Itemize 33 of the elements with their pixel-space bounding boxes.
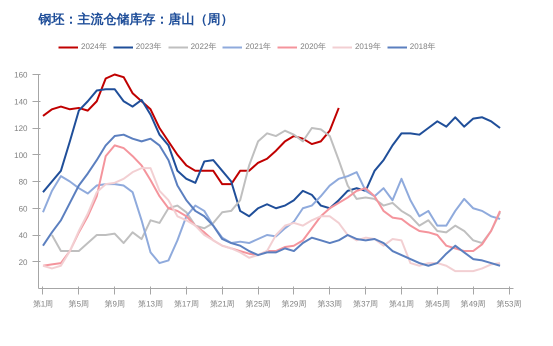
line-series <box>50 127 502 252</box>
x-tick-label: 第13周 <box>138 300 163 308</box>
x-tick-label: 第5周 <box>68 300 90 308</box>
x-tick-label: 第49周 <box>460 300 486 308</box>
y-tick-label: 80 <box>18 178 28 186</box>
legend-label: 2023年 <box>136 41 162 52</box>
legend-label: 2024年 <box>81 41 107 52</box>
x-tick-label: 第21周 <box>210 300 235 308</box>
y-tick-label: 40 <box>18 231 28 240</box>
legend-label: 2018年 <box>410 41 436 52</box>
x-tick-label: 第29周 <box>281 300 306 308</box>
line-series <box>42 74 340 186</box>
line-series <box>42 88 502 218</box>
legend-label: 2022年 <box>190 41 216 52</box>
y-tick-label: 100 <box>14 150 28 160</box>
y-tick-label: 160 <box>14 70 28 80</box>
x-tick-label: 第25周 <box>246 300 271 308</box>
x-tick-label: 第17周 <box>174 300 199 308</box>
x-tick-label: 第1周 <box>32 300 54 308</box>
x-tick-label: 第53周 <box>496 300 522 308</box>
x-tick-label: 第9周 <box>104 300 125 308</box>
x-tick-label: 第41周 <box>389 300 414 308</box>
x-tick-label: 第45周 <box>424 300 450 308</box>
chart-title: 钢坯：主流仓储库存：唐山（周） <box>38 12 234 28</box>
y-tick-label: 140 <box>14 97 28 106</box>
y-tick-label: 20 <box>18 258 28 267</box>
y-tick-label: 120 <box>14 124 28 133</box>
legend-label: 2019年 <box>354 41 381 52</box>
legend-label: 2020年 <box>300 41 326 52</box>
x-tick-label: 第37周 <box>353 300 378 308</box>
y-tick-label: 60 <box>18 204 28 214</box>
x-tick-label: 第33周 <box>317 300 342 308</box>
legend-label: 2021年 <box>245 41 272 52</box>
